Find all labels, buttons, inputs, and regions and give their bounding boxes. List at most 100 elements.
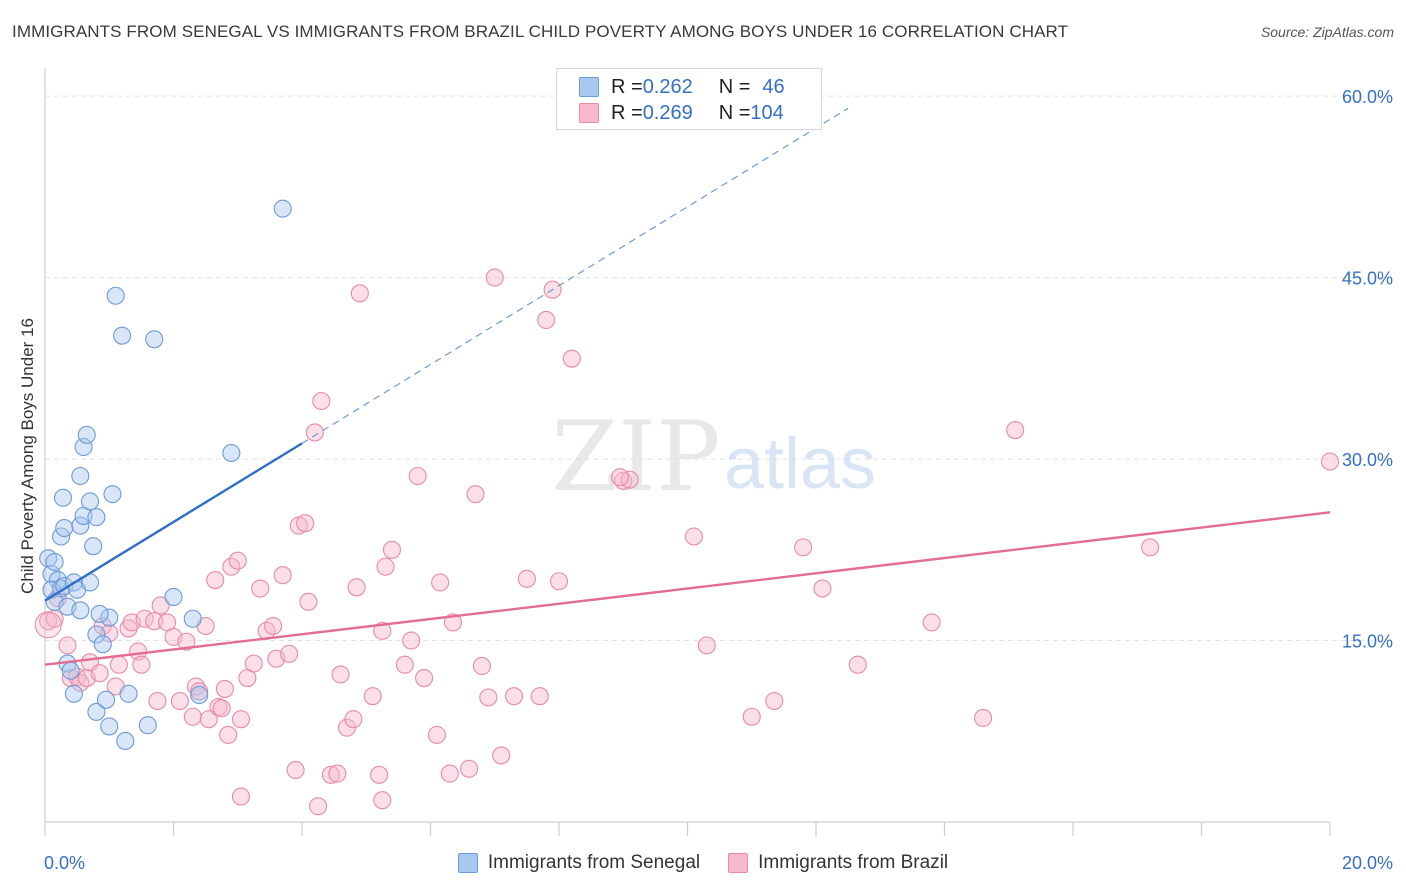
brazil-point bbox=[228, 551, 247, 570]
brazil-point bbox=[61, 668, 80, 688]
brazil-points bbox=[34, 268, 1340, 816]
senegal-point bbox=[113, 326, 132, 345]
senegal-point bbox=[77, 425, 96, 444]
senegal-point bbox=[80, 492, 100, 511]
senegal-point bbox=[87, 508, 106, 527]
r-value: 0.262 bbox=[642, 75, 693, 98]
brazil-point bbox=[537, 310, 556, 330]
brazil-point bbox=[280, 644, 299, 663]
brazil-point bbox=[219, 725, 238, 744]
brazil-point bbox=[370, 765, 389, 784]
senegal-point bbox=[71, 516, 90, 535]
senegal-point bbox=[84, 537, 103, 556]
brazil-point bbox=[402, 631, 421, 650]
n-value: 46 bbox=[762, 75, 785, 98]
senegal-point bbox=[96, 690, 116, 709]
brazil-swatch bbox=[579, 103, 599, 123]
senegal-swatch bbox=[579, 77, 599, 97]
brazil-point bbox=[305, 423, 324, 442]
brazil-point bbox=[129, 642, 148, 661]
brazil-point bbox=[145, 612, 164, 631]
brazil-point bbox=[331, 665, 350, 684]
senegal-point bbox=[119, 684, 138, 703]
senegal-point bbox=[90, 604, 109, 623]
brazil-point bbox=[1006, 420, 1025, 440]
senegal-point bbox=[116, 731, 135, 750]
brazil-point bbox=[373, 621, 392, 640]
senegal-point bbox=[138, 716, 157, 735]
brazil-swatch bbox=[728, 853, 749, 873]
y-tick-label: 30.0% bbox=[1342, 450, 1393, 470]
brazil-point bbox=[212, 699, 231, 718]
brazil-point bbox=[100, 624, 119, 643]
brazil-point bbox=[485, 268, 504, 287]
brazil-point bbox=[395, 655, 414, 674]
brazil-point bbox=[742, 707, 761, 726]
legend-item-senegal[interactable]: Immigrants from Senegal bbox=[457, 852, 701, 874]
gridlines bbox=[45, 95, 1395, 642]
senegal-point bbox=[45, 552, 64, 571]
brazil-point bbox=[170, 691, 189, 711]
watermark-zip: ZIP bbox=[551, 401, 720, 513]
brazil-point bbox=[813, 579, 832, 598]
senegal-point bbox=[164, 587, 183, 607]
chart-title: IMMIGRANTS FROM SENEGAL VS IMMIGRANTS FR… bbox=[12, 22, 1069, 41]
brazil-point bbox=[614, 471, 633, 490]
senegal-point bbox=[100, 717, 119, 736]
axes bbox=[44, 68, 1331, 836]
brazil-point bbox=[344, 710, 363, 729]
senegal-point bbox=[74, 437, 93, 457]
brazil-point bbox=[199, 710, 218, 729]
brazil-point bbox=[296, 514, 315, 533]
x-tick-label-min: 0.0% bbox=[44, 853, 85, 873]
brazil-point bbox=[183, 707, 202, 726]
brazil-point bbox=[373, 791, 392, 810]
brazil-point bbox=[443, 613, 463, 632]
trend-lines bbox=[44, 107, 1331, 666]
senegal-point bbox=[53, 488, 73, 507]
brazil-point bbox=[1320, 452, 1340, 471]
brazil-point bbox=[244, 654, 263, 673]
legend-label-senegal: Immigrants from Senegal bbox=[487, 852, 701, 873]
series-legend: Immigrants from Senegal Immigrants from … bbox=[0, 852, 1406, 874]
y-tick-label: 60.0% bbox=[1342, 87, 1393, 107]
brazil-point bbox=[459, 759, 479, 778]
brazil-point bbox=[517, 569, 536, 588]
brazil-point bbox=[132, 655, 151, 674]
senegal-point bbox=[190, 685, 209, 705]
brazil-point bbox=[264, 616, 283, 636]
senegal-trend-line bbox=[44, 442, 303, 602]
brazil-point bbox=[148, 691, 167, 711]
brazil-point bbox=[328, 764, 347, 783]
brazil-point bbox=[697, 636, 716, 655]
senegal-point bbox=[93, 635, 112, 654]
brazil-point bbox=[382, 540, 402, 559]
brazil-point bbox=[415, 668, 434, 688]
senegal-point bbox=[64, 684, 83, 703]
senegal-trend-extension bbox=[301, 107, 849, 444]
brazil-point bbox=[1141, 538, 1160, 557]
brazil-point bbox=[206, 570, 225, 590]
brazil-point bbox=[922, 613, 941, 632]
brazil-point bbox=[472, 656, 491, 675]
senegal-point bbox=[71, 466, 90, 486]
legend-row-senegal: R = 0.262 N = 46 bbox=[579, 74, 785, 100]
brazil-point bbox=[794, 538, 813, 557]
watermark: ZIP atlas bbox=[551, 401, 876, 513]
legend-item-brazil[interactable]: Immigrants from Brazil bbox=[728, 852, 948, 874]
brazil-point bbox=[312, 391, 331, 411]
brazil-point bbox=[309, 797, 328, 816]
source-label: Source: ZipAtlas.com bbox=[1260, 24, 1394, 40]
brazil-point bbox=[504, 687, 524, 706]
r-label: R = bbox=[611, 101, 643, 124]
senegal-swatch bbox=[457, 853, 478, 873]
brazil-point bbox=[363, 687, 382, 706]
brazil-point bbox=[562, 349, 581, 368]
brazil-point bbox=[492, 746, 511, 765]
brazil-point bbox=[440, 764, 459, 783]
senegal-points bbox=[39, 199, 292, 750]
brazil-point bbox=[286, 760, 305, 780]
brazil-point bbox=[427, 725, 446, 744]
senegal-point bbox=[71, 601, 90, 620]
brazil-point bbox=[350, 284, 369, 303]
